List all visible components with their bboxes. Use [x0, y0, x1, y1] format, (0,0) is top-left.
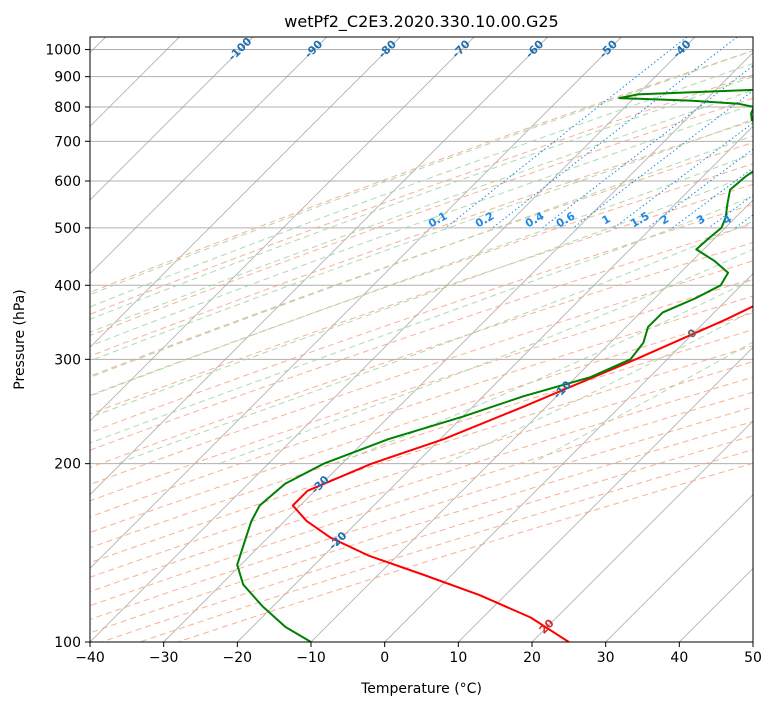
y-tick-label: 600: [54, 174, 81, 190]
y-tick-label: 100: [54, 635, 81, 651]
background-lines: [90, 37, 753, 642]
mixing-ratio-line: [492, 37, 738, 229]
moist-adiabat-line: [90, 195, 753, 444]
dry-adiabat-line: [90, 391, 753, 607]
isotherm-line: [90, 37, 254, 201]
moist-adiabat-line: [90, 173, 753, 419]
plot-background: [90, 37, 753, 642]
moist-adiabat-line: [335, 278, 753, 465]
y-tick-label: 1000: [45, 43, 81, 59]
moist-adiabat-line: [90, 89, 753, 333]
isotherm-line: [90, 37, 696, 642]
dry-adiabat-line: [90, 361, 753, 578]
moist-adiabat-line: [90, 153, 753, 397]
y-tick-label: 400: [54, 278, 81, 294]
moist-adiabat-line: [90, 118, 753, 362]
dry-adiabat-line: [90, 329, 753, 549]
dry-adiabat-line: [90, 163, 753, 396]
y-tick-label: 800: [54, 100, 81, 116]
x-tick-label: 30: [597, 650, 615, 666]
isotherm-line: [90, 37, 548, 496]
x-axis: −40 −30 −20 −10 0 10 20 30 40 50: [75, 642, 762, 666]
temperature-trace: [291, 305, 753, 642]
y-tick-label: 900: [54, 70, 81, 86]
x-tick-label: 0: [380, 650, 389, 666]
dry-adiabat-line: [90, 223, 753, 451]
y-tick-label: 700: [54, 134, 81, 150]
x-tick-label: −30: [149, 650, 179, 666]
x-tick-label: −10: [296, 650, 326, 666]
mixing-ratio-line: [572, 90, 753, 229]
moist-adiabat-line: [90, 76, 753, 320]
x-tick-label: 40: [670, 650, 688, 666]
dry-adiabat-line: [90, 260, 753, 485]
plot-frame: [89, 36, 754, 643]
x-tick-label: 50: [744, 650, 762, 666]
y-tick-label: 300: [54, 352, 81, 368]
isotherm-line: [90, 37, 622, 569]
dry-adiabat-line: [90, 97, 753, 337]
x-tick-label: −20: [223, 650, 253, 666]
x-tick-label: 20: [523, 650, 541, 666]
dewpoint-trace: [236, 88, 753, 642]
isotherm-line: [90, 37, 475, 422]
dry-adiabat-line: [90, 312, 753, 534]
isotherm-line: [90, 37, 327, 275]
sounding-traces: [236, 88, 753, 642]
dry-adiabat-line: [90, 74, 753, 315]
moist-adiabat-line: [218, 248, 753, 465]
isotherm-line: [531, 420, 753, 642]
y-axis-label: Pressure (hPa): [12, 289, 28, 389]
y-axis: 100 200 300 400 500 600 700 800 900 1000: [45, 43, 90, 651]
y-tick-label: 500: [54, 221, 81, 237]
isotherm-line: [458, 346, 753, 642]
dry-adiabat-line: [90, 120, 753, 357]
isotherm-line: [90, 37, 401, 348]
dry-adiabat-line: [90, 50, 753, 293]
moist-adiabat-line: [90, 50, 753, 296]
dry-adiabat-line: [90, 142, 753, 377]
x-tick-label: −40: [75, 650, 105, 666]
isotherm-line: [384, 273, 753, 642]
isotherm-line: [163, 52, 753, 642]
x-tick-label: 10: [449, 650, 467, 666]
mixing-ratio-line: [542, 65, 753, 229]
mixing-ratio-line: [672, 167, 753, 229]
x-axis-label: Temperature (°C): [360, 681, 482, 697]
isotherm-line: [310, 199, 753, 642]
chart-title: wetPf2_C2E3.2020.330.10.00.G25: [284, 12, 558, 32]
dry-adiabat-line: [90, 278, 753, 502]
moist-adiabat-line: [90, 135, 753, 378]
moist-adiabat-line: [90, 63, 753, 308]
isotherm-line: [605, 494, 753, 642]
y-tick-label: 200: [54, 457, 81, 473]
